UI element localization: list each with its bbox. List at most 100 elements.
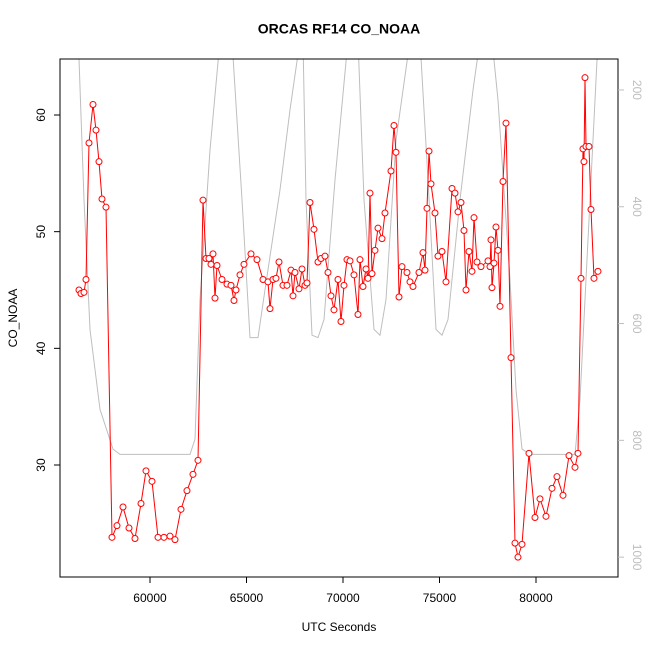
series-line — [78, 59, 598, 455]
data-point — [113, 522, 121, 530]
data-point — [434, 252, 442, 260]
data-point — [346, 257, 354, 265]
data-point — [199, 196, 207, 204]
data-point — [431, 209, 439, 217]
data-point — [142, 467, 150, 475]
data-point — [137, 500, 145, 507]
data-point — [291, 269, 299, 276]
data-point — [577, 274, 585, 282]
data-point — [102, 203, 110, 211]
data-point — [392, 148, 400, 156]
data-point — [303, 279, 311, 287]
data-point — [334, 276, 342, 283]
data-point — [442, 278, 450, 286]
data-point — [415, 269, 423, 276]
data-point — [594, 267, 602, 275]
data-point — [95, 158, 103, 166]
data-point — [298, 265, 306, 273]
data-point — [183, 487, 191, 495]
data-point — [275, 258, 283, 266]
data-point — [240, 260, 248, 268]
y2-tick-label: 800 — [630, 430, 644, 450]
plot-frame — [59, 58, 619, 578]
data-point — [487, 236, 495, 244]
data-point — [514, 553, 522, 561]
data-point — [387, 167, 395, 175]
data-point — [525, 449, 533, 457]
data-point — [496, 302, 504, 310]
data-point — [247, 250, 255, 258]
data-point — [148, 477, 156, 485]
data-point — [207, 260, 215, 268]
data-point — [356, 256, 364, 264]
data-point — [366, 189, 374, 197]
data-point — [451, 189, 459, 197]
data-point — [492, 223, 500, 231]
data-point — [470, 214, 478, 222]
data-point — [548, 484, 556, 492]
data-point — [465, 248, 473, 255]
data-point — [423, 204, 431, 212]
data-point — [266, 305, 274, 313]
y-axis-label: CO_NOAA — [6, 289, 20, 348]
data-point — [80, 288, 88, 296]
data-point — [381, 209, 389, 217]
data-point — [362, 265, 370, 273]
data-point — [289, 292, 297, 300]
data-point — [490, 259, 498, 267]
y2-tick-label: 1000 — [630, 544, 644, 571]
y2-tick-label: 200 — [630, 80, 644, 100]
data-point — [419, 249, 427, 257]
data-point — [536, 495, 544, 503]
data-point — [160, 533, 168, 541]
data-point — [209, 250, 217, 258]
data-point — [189, 470, 197, 478]
y2-tick-label: 600 — [630, 314, 644, 334]
data-point — [321, 252, 329, 260]
data-point — [125, 524, 133, 532]
data-point — [213, 262, 221, 269]
data-point — [108, 533, 116, 541]
data-point — [565, 452, 573, 460]
data-point — [368, 270, 376, 278]
data-point — [364, 274, 372, 282]
data-point — [171, 536, 179, 544]
data-point — [559, 491, 567, 499]
data-point — [350, 271, 358, 279]
data-point — [98, 195, 106, 203]
data-point — [236, 271, 244, 279]
data-point — [85, 139, 93, 147]
data-point — [484, 257, 492, 265]
data-point — [585, 143, 593, 150]
data-point — [283, 281, 291, 289]
data-point — [374, 224, 382, 232]
data-point — [232, 286, 240, 294]
data-point — [553, 473, 561, 481]
data-point — [227, 281, 235, 289]
data-point — [154, 533, 162, 541]
data-point — [359, 283, 367, 290]
x-axis-label: UTC Seconds — [302, 620, 377, 634]
data-point — [587, 206, 595, 213]
data-point — [166, 532, 174, 540]
y-tick-label: 60 — [34, 108, 48, 122]
data-point — [230, 297, 238, 304]
y-tick-label: 30 — [34, 458, 48, 472]
data-point — [457, 199, 465, 206]
data-point — [131, 535, 139, 542]
data-point — [310, 225, 318, 233]
data-point — [337, 318, 345, 325]
data-point — [324, 269, 332, 276]
data-point — [427, 180, 435, 188]
data-point — [571, 463, 579, 471]
x-tick-label: 70000 — [326, 591, 360, 605]
data-point — [327, 292, 335, 300]
data-point — [378, 235, 386, 243]
data-point — [371, 246, 379, 254]
data-point — [119, 503, 127, 511]
data-point — [462, 286, 470, 294]
data-point — [574, 449, 582, 457]
data-point — [502, 119, 510, 127]
